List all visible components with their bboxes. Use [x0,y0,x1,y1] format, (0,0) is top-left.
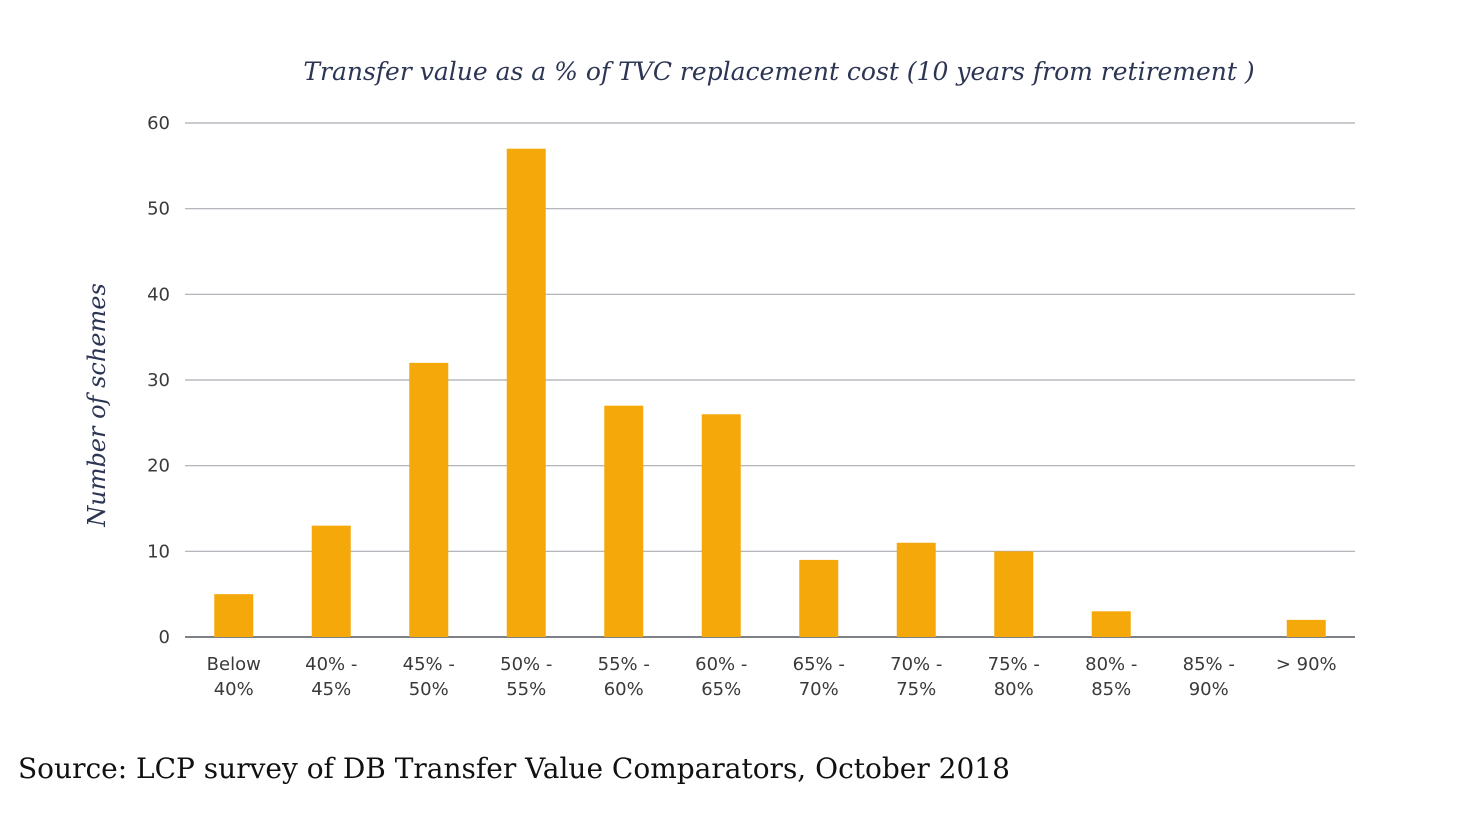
x-tick-label: 45% - 50% [403,654,455,700]
x-tick-label-line: 50% - [500,654,552,675]
bar [799,559,839,637]
x-tick-label: 75% - 80% [988,654,1040,700]
y-axis-label: Number of schemes [83,283,111,528]
bar [994,551,1034,637]
bar [214,594,254,637]
x-tick-label-line: 65% - [793,654,845,675]
chart-title: Transfer value as a % of TVC replacement… [303,57,1254,86]
bar [701,414,741,637]
x-tick-label-line: 45% [311,679,351,700]
x-tick-label-line: 80% [994,679,1034,700]
x-tick-label: 85% - 90% [1183,654,1235,700]
x-tick-label-line: 70% - [890,654,942,675]
x-tick-label-line: 70% [799,679,839,700]
bar [896,542,936,637]
x-tick-label: Below 40% [207,654,261,700]
x-tick-label-line: 85% [1091,679,1131,700]
x-tick-label: 70% - 75% [890,654,942,700]
x-tick-label: 50% - 55% [500,654,552,700]
x-tick-label-line: 65% [701,679,741,700]
x-tick-label-line: 90% [1189,679,1229,700]
y-tick-label: 40 [147,284,170,305]
x-tick-label: 40% - 45% [305,654,357,700]
x-tick-label: 80% - 85% [1085,654,1137,700]
x-tick-label: 60% - 65% [695,654,747,700]
bars [214,148,1326,637]
x-tick-label-line: 55% [506,679,546,700]
y-tick-label: 0 [159,627,170,648]
x-tick-label-line: 40% [214,679,254,700]
gridlines [185,122,1355,638]
bar [311,525,351,637]
y-tick-label: 30 [147,370,170,391]
x-tick-label-line: 85% - [1183,654,1235,675]
y-tick-label: 60 [147,113,170,134]
x-tick-label-line: 45% - [403,654,455,675]
x-tick-label-line: 80% - [1085,654,1137,675]
y-tick-label: 20 [147,456,170,477]
x-tick-label: > 90% [1276,654,1337,675]
x-tick-label-line: 40% - [305,654,357,675]
x-tick-label-line: Below [207,654,261,675]
source-caption: Source: LCP survey of DB Transfer Value … [18,752,1010,785]
bar [604,405,644,637]
x-tick-label: 65% - 70% [793,654,845,700]
bar [1091,611,1131,637]
bar [409,362,449,637]
y-axis-ticks: 0 10 20 30 40 50 60 [147,113,170,648]
bar [506,148,546,637]
y-tick-label: 50 [147,199,170,220]
x-tick-label-line: > 90% [1276,654,1337,675]
x-tick-label-line: 60% - [695,654,747,675]
x-tick-label-line: 50% [409,679,449,700]
y-tick-label: 10 [147,541,170,562]
x-axis-ticks: Below 40% 40% - 45% 45% - 50% 50% - 55% 55% - 60%… [207,654,1337,700]
x-tick-label-line: 55% - [598,654,650,675]
x-tick-label-line: 75% - [988,654,1040,675]
x-tick-label-line: 60% [604,679,644,700]
bar [1286,619,1326,637]
x-tick-label: 55% - 60% [598,654,650,700]
x-tick-label-line: 75% [896,679,936,700]
